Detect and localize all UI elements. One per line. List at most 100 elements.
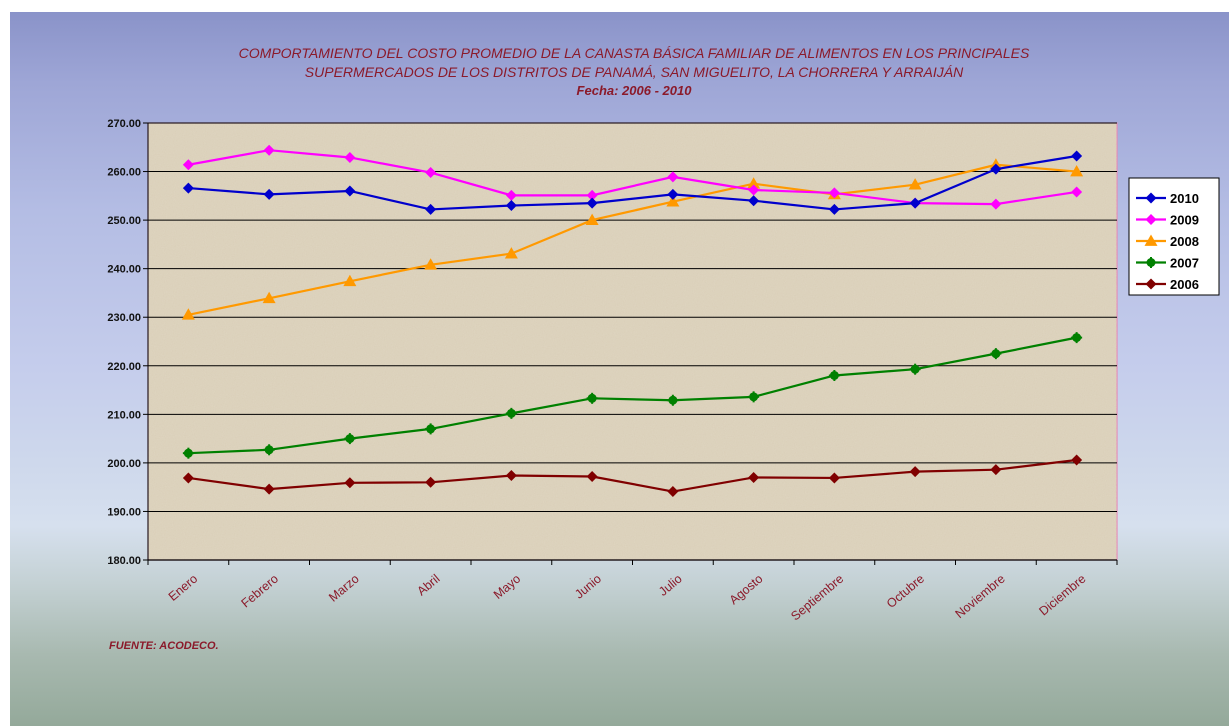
data-point-2008 [1070, 165, 1084, 177]
data-point-2008 [666, 195, 680, 207]
data-point-2010 [667, 188, 679, 200]
legend-marker [1145, 192, 1157, 204]
data-point-2009 [1071, 186, 1083, 198]
y-tick-label: 220.00 [107, 361, 141, 373]
data-point-2008 [747, 177, 761, 189]
data-point-2009 [344, 151, 356, 163]
y-tick-label: 260.00 [107, 167, 141, 179]
chart-title-line-1: COMPORTAMIENTO DEL COSTO PROMEDIO DE LA … [239, 45, 1030, 61]
legend-item-2009: 2009 [1136, 213, 1199, 228]
data-point-2007 [344, 433, 356, 445]
data-point-2006 [828, 472, 840, 484]
data-point-2010 [586, 197, 598, 209]
x-tick-label: Mayo [491, 572, 523, 602]
data-point-2009 [263, 144, 275, 156]
data-point-2010 [990, 163, 1002, 175]
x-tick-label: Septiembre [788, 572, 846, 624]
data-point-2010 [828, 203, 840, 215]
data-point-2007 [909, 363, 921, 375]
legend-marker [1145, 214, 1157, 225]
x-tick-label: Marzo [326, 572, 362, 605]
data-point-2007 [667, 394, 679, 406]
data-point-2009 [748, 184, 760, 196]
data-point-2009 [990, 198, 1002, 210]
x-tick-label: Julio [656, 572, 685, 599]
data-point-2007 [263, 444, 275, 456]
y-tick-label: 190.00 [107, 506, 141, 518]
x-tick-label: Noviembre [953, 572, 1008, 622]
y-tick-label: 270.00 [107, 118, 141, 130]
legend-item-2006: 2006 [1136, 277, 1199, 292]
data-point-2009 [505, 189, 517, 201]
data-point-2008 [908, 178, 922, 190]
source-note: FUENTE: ACODECO. [109, 640, 219, 652]
x-tick-label: Abril [414, 572, 442, 599]
data-point-2010 [182, 182, 194, 194]
legend-item-2007: 2007 [1136, 256, 1199, 271]
data-point-2007 [425, 423, 437, 435]
y-tick-label: 230.00 [107, 312, 141, 324]
data-point-2008 [585, 213, 599, 225]
data-point-2009 [828, 187, 840, 199]
x-tick-label: Diciembre [1036, 572, 1088, 619]
data-point-2008 [424, 258, 438, 270]
data-point-2006 [263, 483, 275, 495]
series-line-2009 [188, 149, 1077, 206]
gridlines [148, 122, 1117, 512]
data-point-2009 [182, 159, 194, 171]
data-point-2010 [748, 195, 760, 207]
legend-label: 2008 [1170, 234, 1199, 249]
data-point-2010 [505, 200, 517, 212]
data-point-2006 [344, 477, 356, 489]
data-point-2006 [182, 472, 194, 484]
data-point-2008 [262, 291, 276, 304]
data-point-2007 [828, 369, 840, 381]
legend-item-2008: 2008 [1136, 234, 1199, 249]
chart-title-line-2: SUPERMERCADOS DE LOS DISTRITOS DE PANAMÁ… [305, 64, 964, 80]
y-tick-label: 200.00 [107, 458, 141, 470]
legend-label: 2010 [1170, 191, 1199, 206]
y-tick-label: 210.00 [107, 409, 141, 421]
data-point-2006 [505, 470, 517, 482]
series-line-2010 [188, 154, 1077, 211]
slide-background: COMPORTAMIENTO DEL COSTO PROMEDIO DE LA … [10, 12, 1229, 726]
x-axis-ticks: Enero Febrero Marzo Abril Mayo Junio Julio Agos… [147, 560, 1118, 624]
x-tick-label: Febrero [239, 572, 282, 611]
x-tick-label: Junio [572, 572, 604, 602]
y-axis-ticks: 180.00 190.00 200.00 210.00 220.00 230.00 240.… [107, 118, 148, 567]
data-point-2010 [909, 197, 921, 209]
data-point-2007 [748, 391, 760, 403]
legend: 2010 2009 2008 2007 2006 [1128, 177, 1220, 296]
legend-item-2010: 2010 [1136, 191, 1199, 206]
data-point-2006 [667, 486, 679, 498]
y-tick-label: 240.00 [107, 264, 141, 276]
data-point-2007 [505, 407, 517, 419]
data-point-2008 [504, 247, 518, 259]
series-2009 [182, 144, 1083, 210]
data-point-2007 [182, 447, 194, 459]
legend-marker [1145, 257, 1157, 268]
data-point-2007 [990, 348, 1002, 360]
data-point-2010 [344, 185, 356, 197]
series-line-2006 [188, 458, 1077, 493]
data-point-2009 [667, 171, 679, 183]
x-tick-label: Agosto [727, 572, 766, 608]
series-2008 [181, 158, 1084, 320]
data-point-2007 [586, 392, 598, 404]
series-2006 [182, 454, 1083, 498]
data-point-2008 [181, 308, 195, 320]
data-point-2006 [586, 470, 598, 482]
data-point-2006 [748, 471, 760, 483]
data-point-2006 [990, 464, 1002, 476]
line-chart: COMPORTAMIENTO DEL COSTO PROMEDIO DE LA … [107, 45, 1220, 652]
data-point-2008 [343, 274, 357, 287]
x-tick-label: Octubre [884, 572, 927, 611]
data-point-2010 [425, 203, 437, 215]
x-tick-label: Enero [166, 572, 201, 604]
data-point-2006 [425, 476, 437, 488]
data-point-2007 [1071, 332, 1083, 344]
legend-label: 2007 [1170, 256, 1199, 271]
legend-marker [1144, 234, 1158, 246]
y-tick-label: 250.00 [107, 215, 141, 227]
y-tick-label: 180.00 [107, 555, 141, 567]
